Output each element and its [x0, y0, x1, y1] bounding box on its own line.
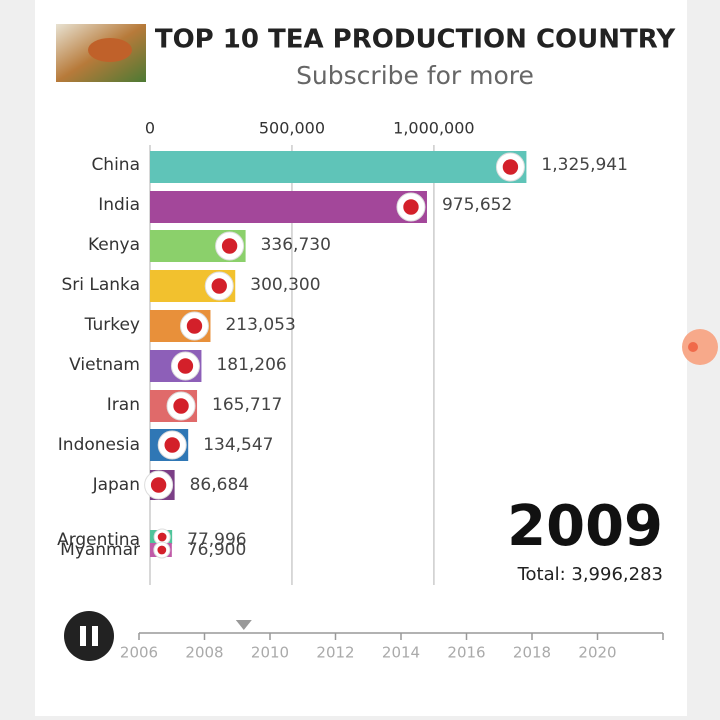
flag-center [164, 437, 180, 453]
category-label: Iran [107, 395, 140, 415]
floating-dot [688, 342, 698, 352]
timeline-tick-label: 2012 [316, 644, 354, 662]
year-label: 2009 [507, 494, 663, 559]
value-label: 77,996 [187, 530, 246, 550]
category-label: Myanmar [60, 540, 140, 560]
flag-center [502, 159, 519, 175]
floating-button[interactable] [682, 329, 718, 365]
category-label: Argentina [57, 530, 140, 550]
flag-center [157, 532, 167, 542]
category-label: Kenya [88, 235, 140, 255]
timeline-tick-label: 2018 [513, 644, 551, 662]
timeline-tick-label: 2014 [382, 644, 420, 662]
category-label: Japan [92, 475, 140, 495]
value-label: 1,325,941 [541, 155, 628, 175]
value-label: 300,300 [250, 275, 320, 295]
timeline-tick-label: 2016 [447, 644, 485, 662]
timeline-tick-label: 2008 [185, 644, 223, 662]
category-label: India [98, 195, 140, 215]
value-label: 336,730 [261, 235, 331, 255]
value-label: 86,684 [190, 475, 249, 495]
bar [150, 151, 527, 183]
x-tick-label: 500,000 [259, 119, 325, 138]
flag-center [177, 358, 194, 374]
value-label: 76,900 [187, 540, 246, 560]
timeline-handle[interactable] [235, 620, 252, 630]
flag-center [173, 398, 189, 414]
total-label: Total: 3,996,283 [517, 564, 663, 585]
category-label: Vietnam [69, 355, 140, 375]
category-label: Sri Lanka [61, 275, 140, 295]
value-label: 134,547 [203, 435, 273, 455]
timeline-tick-label: 2010 [251, 644, 289, 662]
pause-icon [80, 626, 86, 646]
flag-center [221, 238, 238, 254]
flag-center [211, 278, 227, 294]
x-tick-label: 1,000,000 [393, 119, 474, 138]
pause-icon [92, 626, 98, 646]
timeline-tick-label: 2006 [120, 644, 158, 662]
value-label: 213,053 [225, 315, 295, 335]
chart-title: TOP 10 TEA PRODUCTION COUNTRY [155, 25, 677, 55]
card [35, 0, 687, 716]
flag-center [403, 199, 419, 215]
flag-center [186, 318, 203, 334]
value-label: 975,652 [442, 195, 512, 215]
category-label: China [91, 155, 140, 175]
category-label: Indonesia [58, 435, 140, 455]
teacup [88, 38, 132, 62]
timeline-tick-label: 2020 [578, 644, 616, 662]
bar [150, 191, 427, 223]
value-label: 181,206 [216, 355, 286, 375]
category-label: Turkey [84, 315, 140, 335]
value-label: 165,717 [212, 395, 282, 415]
chart-subtitle: Subscribe for more [296, 61, 534, 90]
flag-center [157, 545, 167, 555]
flag-center [150, 477, 167, 493]
x-tick-label: 0 [145, 119, 155, 138]
pause-button[interactable] [64, 611, 114, 661]
